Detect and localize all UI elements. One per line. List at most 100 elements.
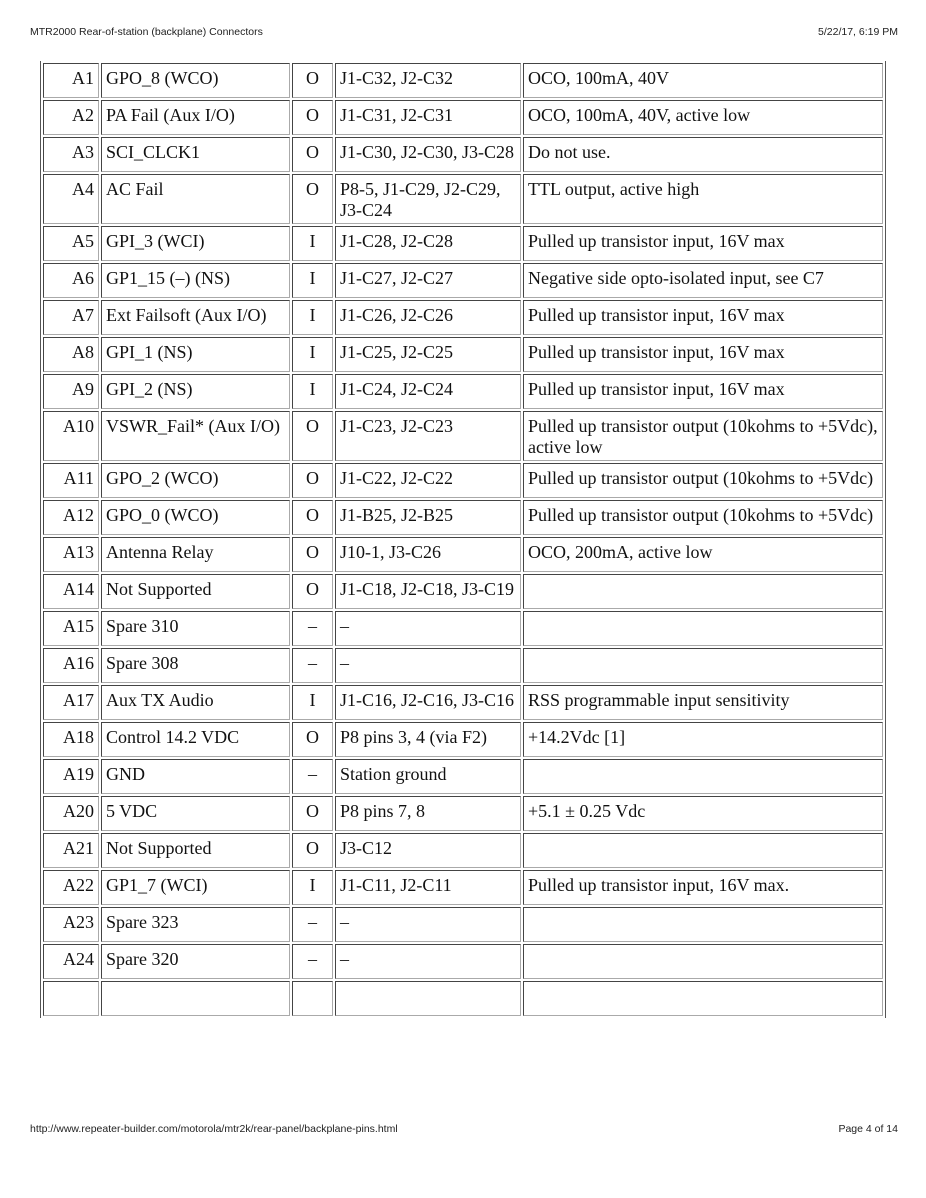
signal-name-cell — [101, 981, 290, 1016]
connection-cell: J1-C23, J2-C23 — [335, 411, 521, 461]
table-row: A24 Spare 320– – — [43, 944, 883, 979]
pin-cell: A18 — [43, 722, 99, 757]
description-cell — [523, 907, 883, 942]
pin-cell: A14 — [43, 574, 99, 609]
description-cell: Pulled up transistor input, 16V max. — [523, 870, 883, 905]
signal-name-cell: GPI_1 (NS) — [101, 337, 290, 372]
connection-cell: J1-C24, J2-C24 — [335, 374, 521, 409]
description-cell: Pulled up transistor output (10kohms to … — [523, 411, 883, 461]
connection-cell: P8-5, J1-C29, J2-C29, J3-C24 — [335, 174, 521, 224]
connection-cell: – — [335, 907, 521, 942]
direction-cell: O — [292, 411, 333, 461]
table-row: A8 GPI_1 (NS) I J1-C25, J2-C25 Pulled up tra… — [43, 337, 883, 372]
connection-cell: – — [335, 648, 521, 683]
pin-cell: A24 — [43, 944, 99, 979]
table-row: A1 GPO_8 (WCO) O J1-C32, J2-C32 OCO, 100mA, … — [43, 63, 883, 98]
signal-name-cell: Spare 310 — [101, 611, 290, 646]
connection-cell: J1-C22, J2-C22 — [335, 463, 521, 498]
description-cell: OCO, 100mA, 40V, active low — [523, 100, 883, 135]
direction-cell: I — [292, 870, 333, 905]
pin-cell: A9 — [43, 374, 99, 409]
connection-cell: P8 pins 3, 4 (via F2) — [335, 722, 521, 757]
pin-cell: A21 — [43, 833, 99, 868]
signal-name-cell: GPI_2 (NS) — [101, 374, 290, 409]
table-row: A20 5 VDC O P8 pins 7, 8 +5.1 ± 0.25 Vdc — [43, 796, 883, 831]
description-cell: RSS programmable input sensitivity — [523, 685, 883, 720]
pin-cell: A6 — [43, 263, 99, 298]
pin-cell: A11 — [43, 463, 99, 498]
description-cell — [523, 648, 883, 683]
pin-cell: A23 — [43, 907, 99, 942]
table-row: A3 SCI_CLCK1 O J1-C30, J2-C30, J3-C28 Do not… — [43, 137, 883, 172]
direction-cell: – — [292, 944, 333, 979]
connection-cell: J1-C26, J2-C26 — [335, 300, 521, 335]
signal-name-cell: GPO_2 (WCO) — [101, 463, 290, 498]
description-cell: Pulled up transistor input, 16V max — [523, 337, 883, 372]
page-header-title: MTR2000 Rear-of-station (backplane) Conn… — [30, 26, 263, 38]
connection-cell: J1-B25, J2-B25 — [335, 500, 521, 535]
direction-cell: O — [292, 574, 333, 609]
table-row: A12 GPO_0 (WCO) O J1-B25, J2-B25 Pulled up t… — [43, 500, 883, 535]
pin-cell: A8 — [43, 337, 99, 372]
pin-cell: A16 — [43, 648, 99, 683]
connection-cell — [335, 981, 521, 1016]
direction-cell: – — [292, 907, 333, 942]
description-cell: Pulled up transistor output (10kohms to … — [523, 463, 883, 498]
signal-name-cell: Spare 323 — [101, 907, 290, 942]
table-row: A5 GPI_3 (WCI) I J1-C28, J2-C28 Pulled up tr… — [43, 226, 883, 261]
table-row: A2 PA Fail (Aux I/O) O J1-C31, J2-C31 OCO, 1… — [43, 100, 883, 135]
signal-name-cell: GPI_3 (WCI) — [101, 226, 290, 261]
connection-cell: J1-C27, J2-C27 — [335, 263, 521, 298]
direction-cell: I — [292, 374, 333, 409]
signal-name-cell: VSWR_Fail* (Aux I/O) — [101, 411, 290, 461]
direction-cell: O — [292, 174, 333, 224]
pin-cell: A17 — [43, 685, 99, 720]
signal-name-cell: Spare 308 — [101, 648, 290, 683]
connection-cell: – — [335, 944, 521, 979]
table-row — [43, 981, 883, 1016]
pin-table-container: A1 GPO_8 (WCO) O J1-C32, J2-C32 OCO, 100mA, … — [40, 61, 888, 1102]
pin-table: A1 GPO_8 (WCO) O J1-C32, J2-C32 OCO, 100mA, … — [40, 61, 886, 1018]
signal-name-cell: GPO_8 (WCO) — [101, 63, 290, 98]
table-row: A18 Control 14.2 VDC O P8 pins 3, 4 (via F2… — [43, 722, 883, 757]
pin-cell: A13 — [43, 537, 99, 572]
signal-name-cell: Not Supported — [101, 833, 290, 868]
description-cell: OCO, 200mA, active low — [523, 537, 883, 572]
table-row: A11 GPO_2 (WCO) O J1-C22, J2-C22 Pulled up t… — [43, 463, 883, 498]
signal-name-cell: Control 14.2 VDC — [101, 722, 290, 757]
table-row: A23 Spare 323– – — [43, 907, 883, 942]
connection-cell: J1-C11, J2-C11 — [335, 870, 521, 905]
pin-cell: A19 — [43, 759, 99, 794]
description-cell: OCO, 100mA, 40V — [523, 63, 883, 98]
table-row: A22 GP1_7 (WCI) I J1-C11, J2-C11 Pulled up t… — [43, 870, 883, 905]
direction-cell: I — [292, 263, 333, 298]
connection-cell: J1-C28, J2-C28 — [335, 226, 521, 261]
pin-cell: A22 — [43, 870, 99, 905]
signal-name-cell: Not Supported — [101, 574, 290, 609]
pin-cell: A4 — [43, 174, 99, 224]
table-row: A21 Not Supported O J3-C12 — [43, 833, 883, 868]
direction-cell: O — [292, 833, 333, 868]
signal-name-cell: GP1_7 (WCI) — [101, 870, 290, 905]
description-cell: Pulled up transistor output (10kohms to … — [523, 500, 883, 535]
description-cell: +14.2Vdc [1] — [523, 722, 883, 757]
direction-cell: O — [292, 500, 333, 535]
page-header-datetime: 5/22/17, 6:19 PM — [818, 26, 898, 38]
connection-cell: Station ground — [335, 759, 521, 794]
signal-name-cell: GND — [101, 759, 290, 794]
pin-cell: A5 — [43, 226, 99, 261]
direction-cell: O — [292, 137, 333, 172]
direction-cell — [292, 981, 333, 1016]
description-cell — [523, 611, 883, 646]
connection-cell: J1-C25, J2-C25 — [335, 337, 521, 372]
pin-cell: A15 — [43, 611, 99, 646]
signal-name-cell: Spare 320 — [101, 944, 290, 979]
description-cell: Pulled up transistor input, 16V max — [523, 374, 883, 409]
table-row: A7 Ext Failsoft (Aux I/O) I J1-C26, J2-C26 P… — [43, 300, 883, 335]
pin-cell: A7 — [43, 300, 99, 335]
pin-cell: A12 — [43, 500, 99, 535]
table-row: A10 VSWR_Fail* (Aux I/O) O J1-C23, J2-C23 Pu… — [43, 411, 883, 461]
connection-cell: J1-C31, J2-C31 — [335, 100, 521, 135]
connection-cell: J1-C30, J2-C30, J3-C28 — [335, 137, 521, 172]
table-row: A19 GND – Station ground — [43, 759, 883, 794]
